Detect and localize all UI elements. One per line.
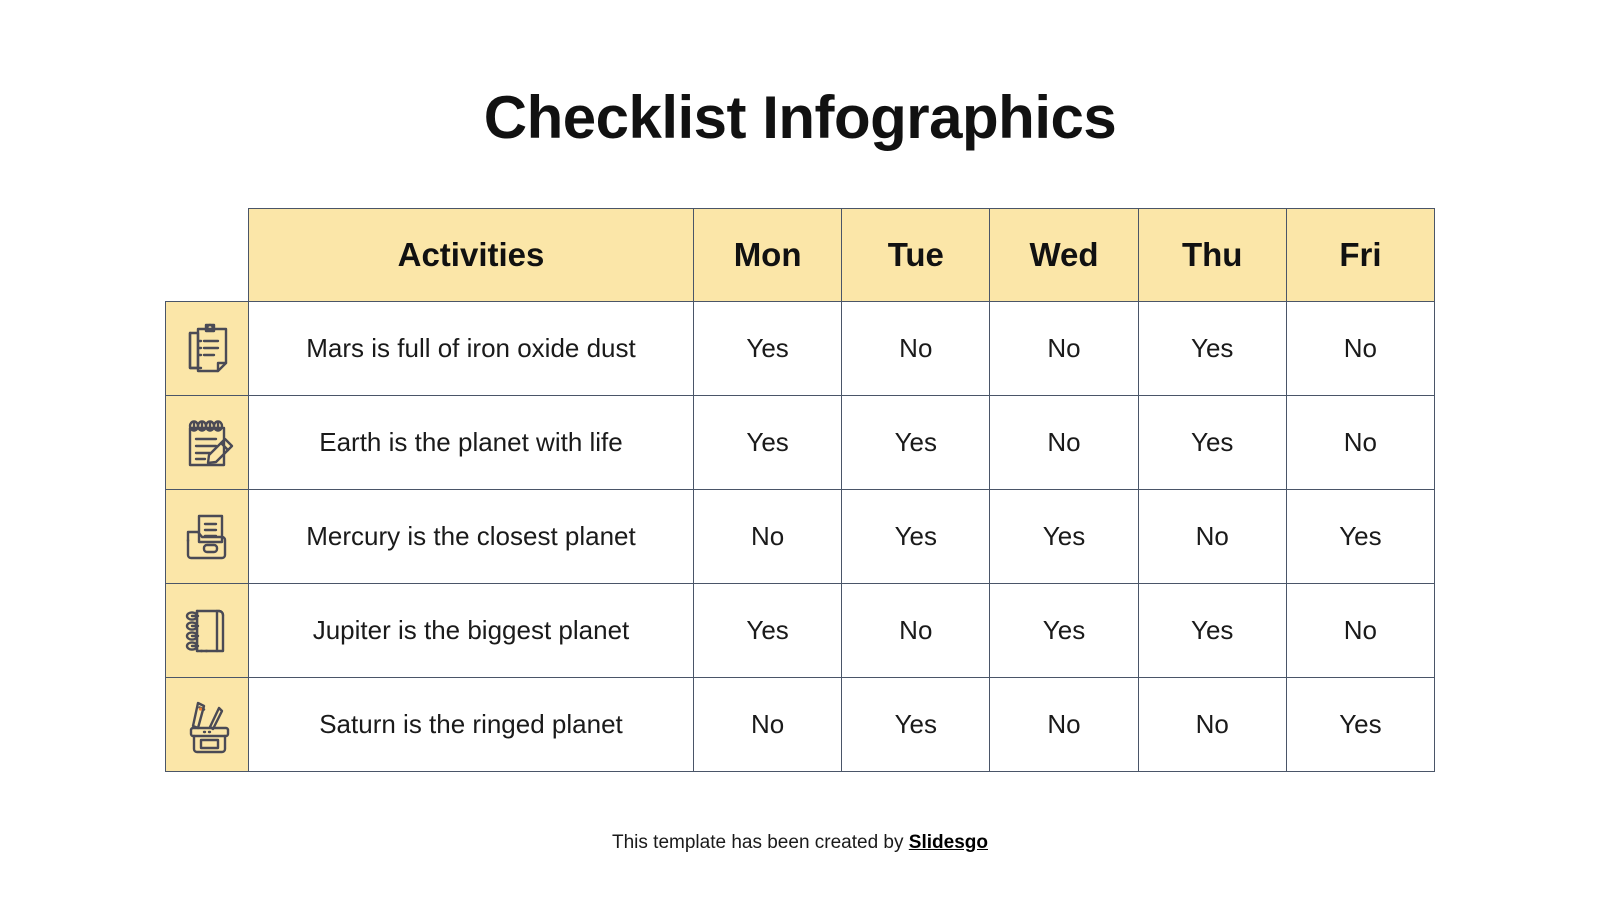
icon-cell-row-1 (166, 302, 249, 396)
cell-fri[interactable]: No (1343, 615, 1378, 645)
activity-label: Saturn is the ringed planet (249, 678, 694, 771)
table-row: Mars is full of iron oxide dust Yes No N… (249, 302, 1434, 396)
table-row: Jupiter is the biggest planet Yes No Yes… (249, 584, 1434, 678)
cell-thu[interactable]: Yes (1139, 302, 1287, 395)
icon-cell-row-3 (166, 490, 249, 584)
icon-cell-row-2 (166, 396, 249, 490)
cell-mon[interactable]: No (694, 678, 843, 771)
activity-label: Mars is full of iron oxide dust (249, 302, 694, 395)
cell-fri[interactable]: Yes (1339, 521, 1382, 551)
column-header-fri: Fri (1339, 236, 1382, 273)
column-header-mon: Mon (694, 209, 843, 301)
page-title: Checklist Infographics (483, 84, 1117, 151)
cell-fri[interactable]: No (1343, 333, 1378, 363)
column-header-thu: Thu (1139, 209, 1287, 301)
notepad-pencil-icon (181, 415, 235, 471)
activity-label: Jupiter is the biggest planet (249, 584, 694, 677)
icon-cell-row-5 (166, 678, 249, 771)
cell-tue[interactable]: Yes (842, 678, 991, 771)
column-header-tue: Tue (842, 209, 991, 301)
cell-thu[interactable]: No (1139, 490, 1287, 583)
activity-label: Earth is the planet with life (249, 396, 694, 489)
cell-tue[interactable]: No (842, 584, 991, 677)
cell-tue[interactable]: Yes (842, 396, 991, 489)
footer-text: This template has been created by (612, 832, 909, 853)
slidesgo-link[interactable]: Slidesgo (908, 832, 988, 853)
cell-fri[interactable]: No (1343, 427, 1378, 457)
activity-label: Mercury is the closest planet (249, 490, 694, 583)
cell-mon[interactable]: No (694, 490, 843, 583)
column-header-activities: Activities (249, 209, 694, 301)
cell-tue[interactable]: Yes (842, 490, 991, 583)
cell-mon[interactable]: Yes (694, 302, 843, 395)
cell-mon[interactable]: Yes (694, 584, 843, 677)
cell-wed[interactable]: No (990, 678, 1139, 771)
spiral-notebook-icon (183, 603, 233, 659)
icon-column (165, 301, 249, 772)
icon-cell-row-4 (166, 584, 249, 678)
cell-wed[interactable]: No (990, 302, 1139, 395)
table-row: Saturn is the ringed planet No Yes No No… (249, 678, 1434, 771)
cell-thu[interactable]: Yes (1139, 396, 1287, 489)
checklist-grid: Activities Mon Tue Wed Thu Fri Mars is f… (248, 208, 1435, 772)
cell-wed[interactable]: Yes (990, 584, 1139, 677)
column-header-wed: Wed (990, 209, 1139, 301)
cell-tue[interactable]: No (842, 302, 991, 395)
table-header-row: Activities Mon Tue Wed Thu Fri (249, 209, 1434, 302)
table-row: Earth is the planet with life Yes Yes No… (249, 396, 1434, 490)
cell-wed[interactable]: No (990, 396, 1139, 489)
cell-wed[interactable]: Yes (990, 490, 1139, 583)
cell-thu[interactable]: No (1139, 678, 1287, 771)
footer-credit: This template has been created by Slides… (0, 832, 1600, 854)
cell-fri[interactable]: Yes (1339, 709, 1382, 739)
table-row: Mercury is the closest planet No Yes Yes… (249, 490, 1434, 584)
cell-thu[interactable]: Yes (1139, 584, 1287, 677)
cell-mon[interactable]: Yes (694, 396, 843, 489)
checklist-table: Activities Mon Tue Wed Thu Fri Mars is f… (165, 208, 1435, 772)
document-folder-icon (182, 510, 234, 564)
clipboard-checklist-icon (182, 321, 234, 377)
pencil-cup-icon (182, 696, 234, 754)
